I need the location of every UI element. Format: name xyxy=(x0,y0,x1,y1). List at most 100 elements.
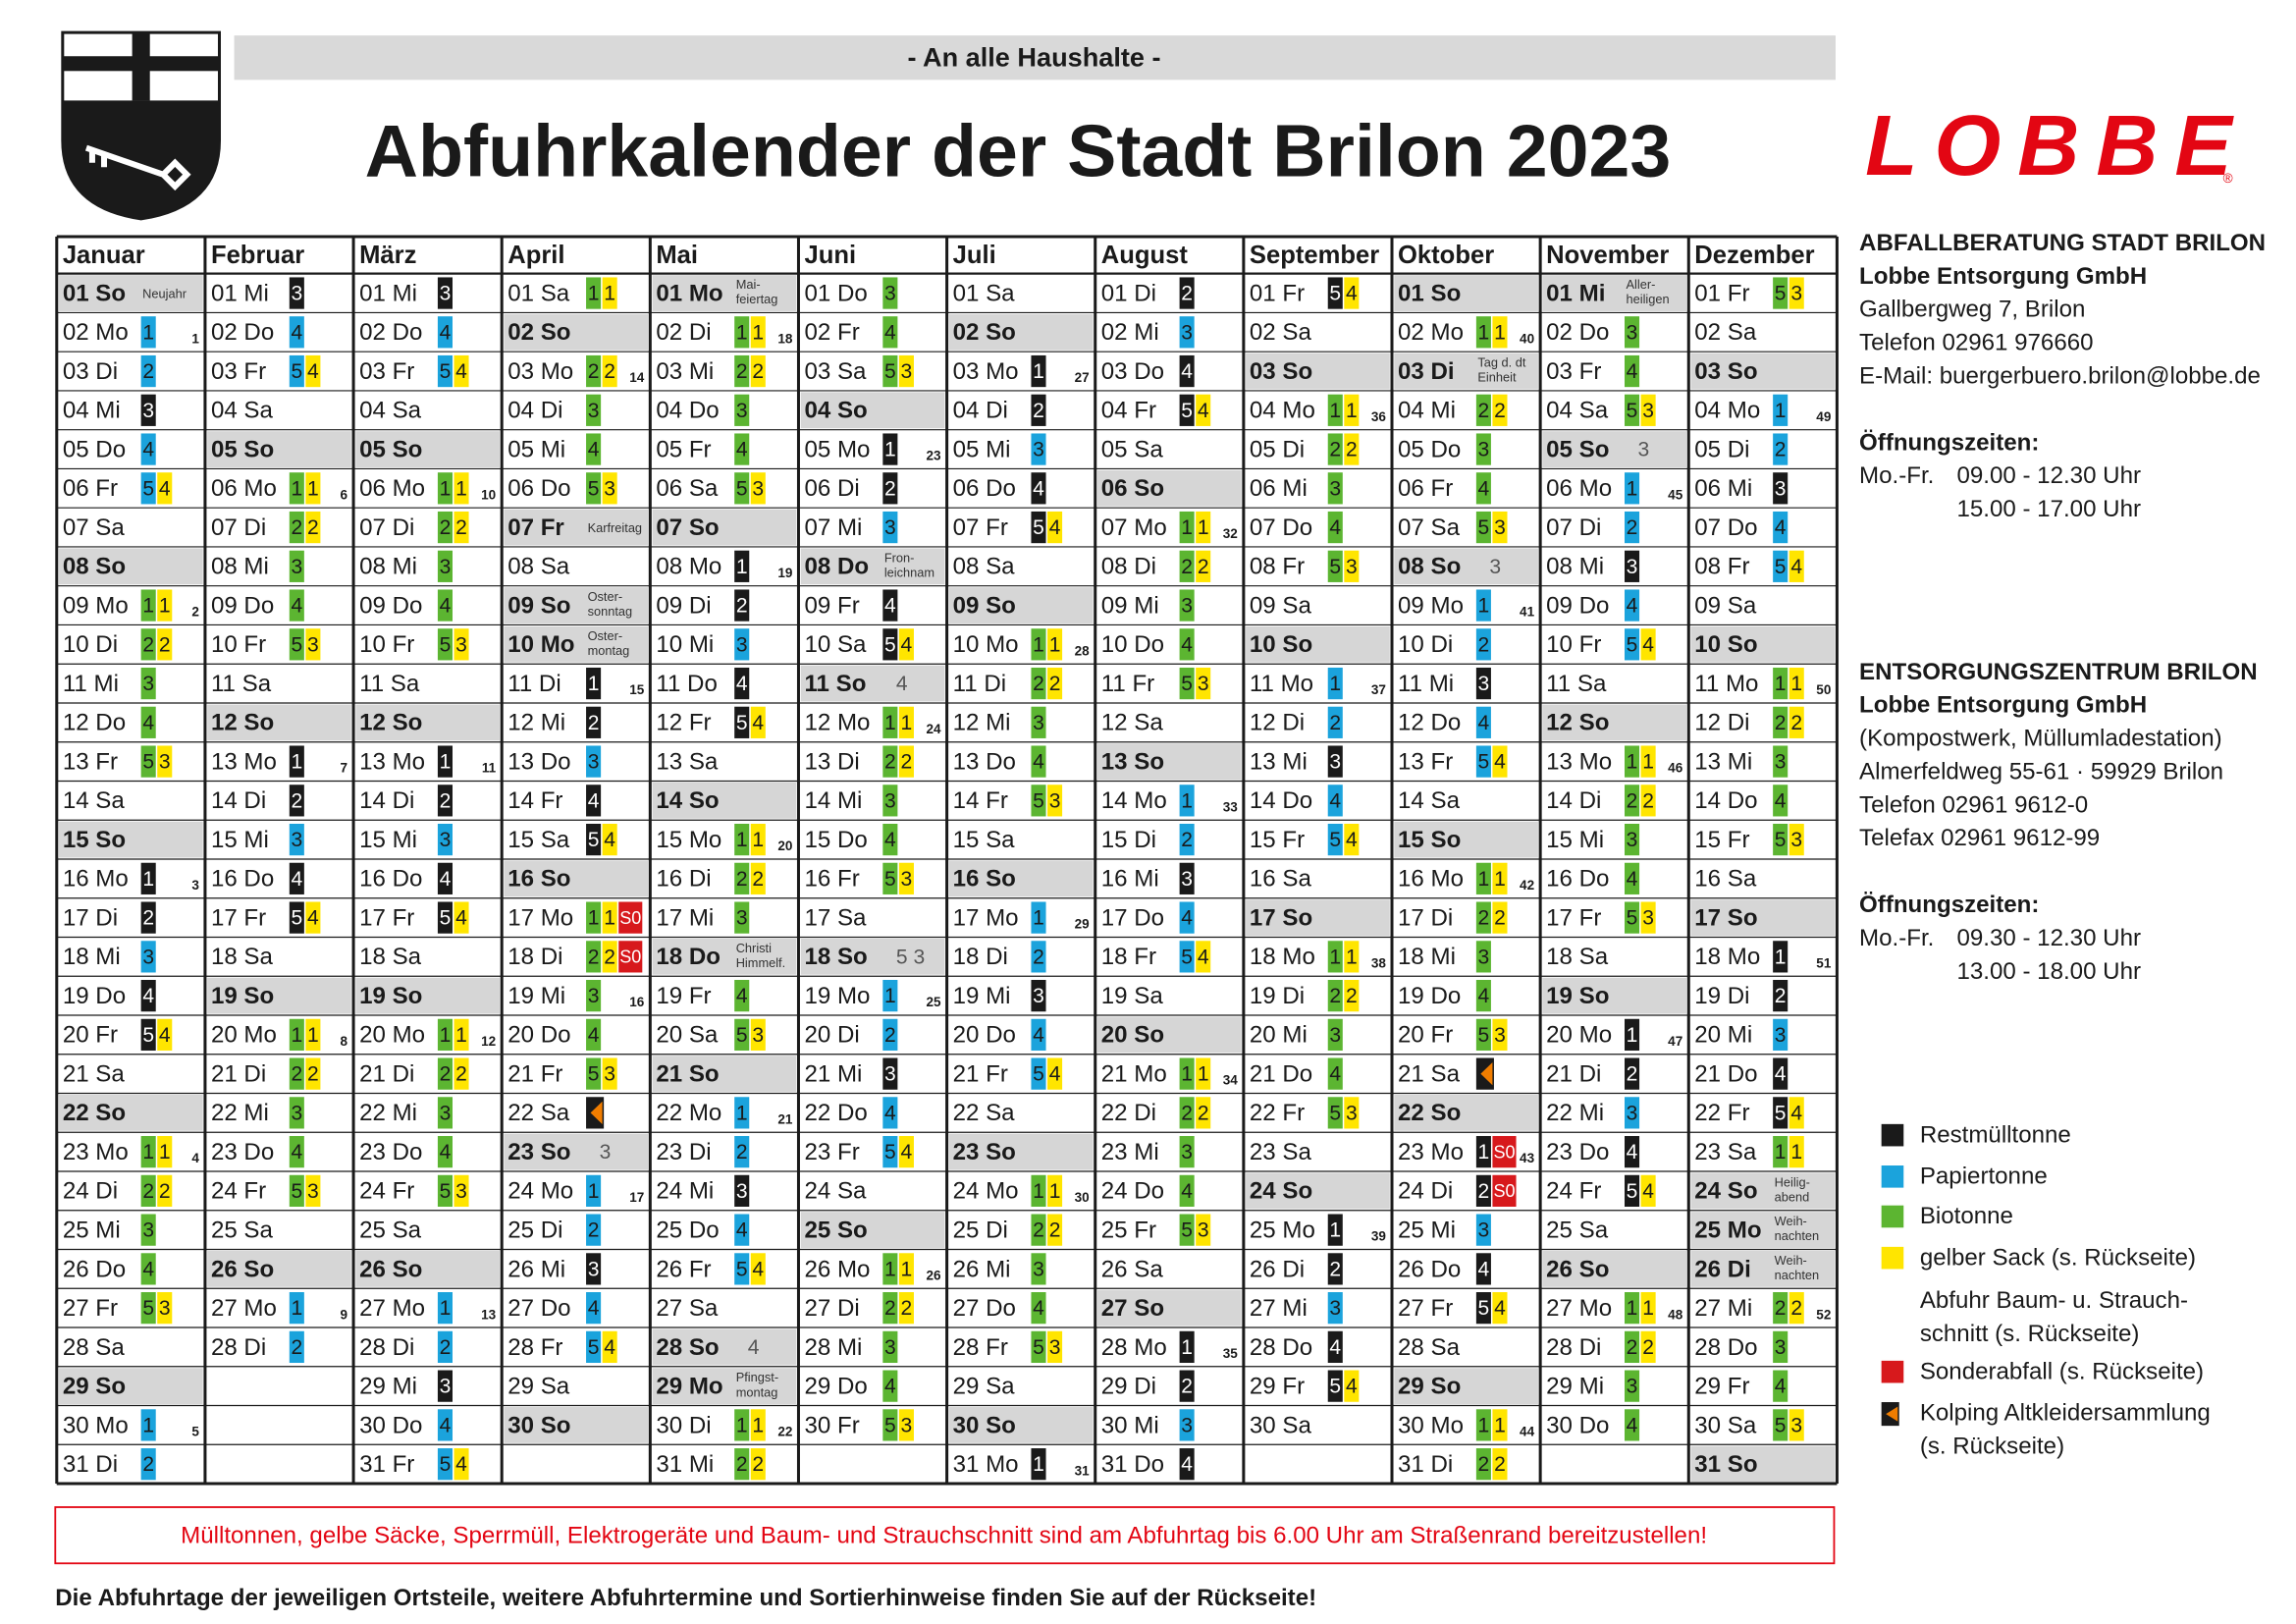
holiday-note: Weih- xyxy=(1775,1253,1807,1268)
day-label: 18 Fr xyxy=(1101,944,1156,970)
day-label: 21 So xyxy=(656,1060,719,1087)
day-label: 29 Sa xyxy=(507,1374,570,1400)
pickup-marker xyxy=(882,628,898,661)
day-label: 10 Fr xyxy=(211,631,266,658)
pickup-marker xyxy=(1327,1057,1343,1090)
day-label: 16 Do xyxy=(211,866,274,893)
month-name: Dezember xyxy=(1694,242,1814,269)
pickup-marker-label: 2 xyxy=(736,1453,748,1476)
month-name: März xyxy=(359,242,416,269)
pickup-marker-label: 1 xyxy=(884,439,896,461)
pickup-marker xyxy=(586,1214,602,1246)
pickup-marker-label: 4 xyxy=(884,1376,896,1398)
pickup-marker xyxy=(1047,1330,1063,1364)
day-label: 27 Do xyxy=(507,1295,570,1322)
pickup-marker-label: 1 xyxy=(1346,946,1358,968)
pickup-marker xyxy=(1196,941,1211,973)
pickup-marker xyxy=(1475,941,1491,973)
pickup-marker xyxy=(734,433,750,465)
day-label: 16 Do xyxy=(359,866,422,893)
day-label: 04 So xyxy=(804,398,867,424)
day-label: 05 Mi xyxy=(953,436,1011,462)
pickup-marker xyxy=(1475,1214,1491,1246)
pickup-marker xyxy=(882,1292,898,1325)
pickup-marker-label: 4 xyxy=(1790,556,1802,578)
day-label: 22 Di xyxy=(1101,1100,1156,1126)
day-label: 14 Sa xyxy=(63,787,126,814)
day-label: 11 Sa xyxy=(211,671,272,697)
day-label: 06 Mo xyxy=(211,475,277,502)
legend-swatch xyxy=(1881,1205,1904,1228)
day-label: 20 Sa xyxy=(656,1022,719,1049)
pickup-marker xyxy=(1789,1136,1804,1168)
pickup-marker-label: 1 xyxy=(1494,321,1506,344)
pickup-marker xyxy=(289,1174,304,1207)
week-number: 49 xyxy=(1816,409,1832,424)
pickup-marker xyxy=(1625,745,1640,778)
info-line: E-Mail: buergerbuero.brilon@lobbe.de xyxy=(1859,362,2261,389)
week-number: 13 xyxy=(481,1307,497,1322)
day-label: 18 Di xyxy=(507,944,562,970)
info-line: Gallbergweg 7, Brilon xyxy=(1859,297,2085,323)
pickup-marker xyxy=(1625,589,1640,622)
day-label: 17 Mi xyxy=(656,904,714,931)
day-label: 03 Mi xyxy=(656,358,714,385)
pickup-marker-label: 2 xyxy=(1033,1219,1044,1242)
pickup-marker-label: 1 xyxy=(1181,1063,1193,1086)
pickup-marker-label: 5 xyxy=(142,751,154,774)
info-line: Telefon 02961 976660 xyxy=(1859,330,2093,356)
pickup-marker-label: 1 xyxy=(901,1258,913,1280)
pickup-marker-label: 3 xyxy=(1033,1258,1044,1280)
pickup-marker xyxy=(1327,1370,1343,1402)
pickup-marker xyxy=(1789,667,1804,700)
day-label: 02 Fr xyxy=(804,319,859,346)
holiday-shade xyxy=(1690,899,1836,936)
pickup-marker-label: 3 xyxy=(588,751,600,774)
pickup-marker-label: 4 xyxy=(1775,1063,1787,1086)
day-label: 25 Mi xyxy=(63,1217,121,1243)
holiday-shade xyxy=(652,509,797,546)
pickup-marker-label: 1 xyxy=(1329,946,1341,968)
pickup-marker-label: 1 xyxy=(455,1024,467,1047)
pickup-marker-label: 4 xyxy=(736,439,748,461)
pickup-marker-label: 3 xyxy=(1181,1414,1193,1436)
pickup-marker-label: 4 xyxy=(440,595,452,618)
pickup-marker-label: 1 xyxy=(884,985,896,1007)
pickup-marker-label: 2 xyxy=(1775,439,1787,461)
pickup-marker xyxy=(1179,823,1195,856)
pickup-marker-label: S0 xyxy=(619,908,641,928)
pickup-marker xyxy=(1773,277,1789,309)
pickup-marker-label: 5 xyxy=(1181,946,1193,968)
day-label: 25 So xyxy=(804,1217,867,1243)
pickup-marker-label: 2 xyxy=(1494,400,1506,422)
day-label: 27 So xyxy=(1101,1295,1164,1322)
pickup-marker xyxy=(437,823,453,856)
day-label: 14 Di xyxy=(1546,787,1601,814)
pickup-marker xyxy=(140,1448,156,1481)
day-label: 15 Mi xyxy=(359,827,417,853)
pickup-marker xyxy=(454,354,469,388)
pickup-marker xyxy=(1196,667,1211,700)
pickup-marker xyxy=(1773,1097,1789,1129)
pickup-marker xyxy=(437,745,453,778)
day-label: 31 So xyxy=(1694,1451,1757,1478)
pickup-marker-label: 4 xyxy=(736,1219,748,1242)
day-label: 02 Mi xyxy=(1101,319,1159,346)
day-label: 25 Sa xyxy=(211,1217,274,1243)
pickup-marker-label: 4 xyxy=(736,673,748,695)
pickup-marker-label: 5 xyxy=(440,360,452,383)
day-label: 29 Fr xyxy=(1694,1374,1749,1400)
day-label: 20 Fr xyxy=(63,1022,118,1049)
holiday-shade xyxy=(1096,469,1242,507)
pickup-marker-label: 3 xyxy=(884,789,896,812)
pickup-marker-label: 3 xyxy=(1775,751,1787,774)
pickup-marker-label: 1 xyxy=(752,321,764,344)
pickup-marker-label: 1 xyxy=(1494,868,1506,891)
pickup-marker xyxy=(1475,316,1491,349)
pickup-marker xyxy=(734,823,750,856)
pickup-marker xyxy=(882,433,898,465)
holiday-note: sonntag xyxy=(588,604,633,619)
pickup-marker-label: 4 xyxy=(307,360,319,383)
pickup-marker xyxy=(1773,511,1789,544)
pickup-marker xyxy=(140,706,156,738)
